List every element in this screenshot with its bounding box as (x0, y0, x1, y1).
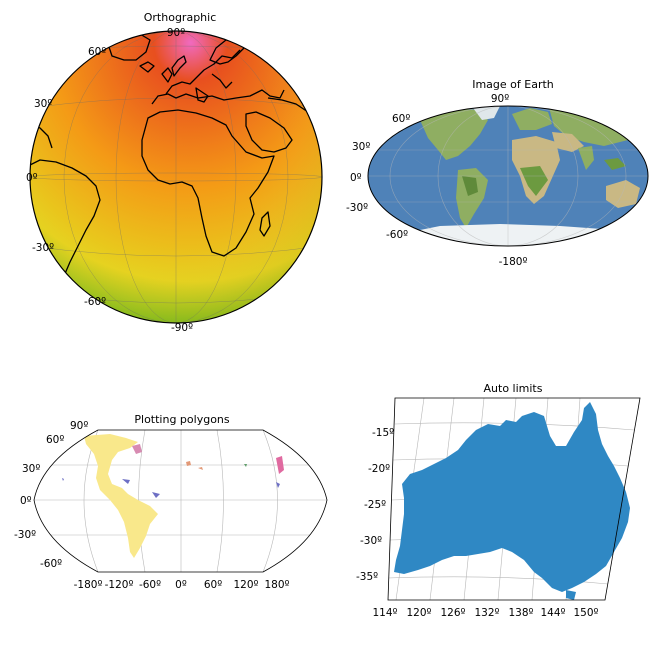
map-title-auto-limits: Auto limits (484, 382, 543, 395)
polygon-marker (132, 444, 142, 454)
polygon-marker (186, 461, 191, 466)
polygon-marker (62, 478, 64, 481)
auto-limits-outline (387, 397, 641, 601)
aus-lon-138: 138º (509, 607, 534, 619)
map-title-orthographic: Orthographic (144, 11, 217, 24)
polygon-marker (276, 482, 280, 488)
aus-lon-144: 144º (541, 607, 566, 619)
lat-label-90: 90º (167, 27, 185, 39)
map-title-polygons: Plotting polygons (134, 413, 230, 426)
map-title-earth: Image of Earth (472, 78, 554, 91)
lat-label-0: 0º (26, 172, 38, 184)
aus-lat-neg15: -15º (372, 427, 394, 439)
globe-outline (29, 30, 323, 324)
earth-lat-labels: 90º 60º 30º 0º -30º -60º -180º (346, 93, 527, 268)
poly-lat-60: 60º (46, 434, 64, 446)
poly-lat-0: 0º (20, 495, 32, 507)
earth-image-map: Image of Earth (346, 78, 649, 268)
lat-label-neg90: -90º (171, 322, 193, 334)
tasmania-polygon (566, 590, 576, 600)
robinson-outline (33, 429, 328, 573)
aus-lat-neg25: -25º (364, 499, 386, 511)
poly-lon-neg60: -60º (139, 579, 161, 591)
orthographic-lat-labels: 90º 60º 30º 0º -30º -60º -90º (26, 27, 193, 334)
poly-lon-0: 0º (175, 579, 187, 591)
lat-label-neg60: -60º (84, 296, 106, 308)
poly-lat-neg30: -30º (14, 529, 36, 541)
orthographic-map: Orthographic (26, 11, 323, 334)
poly-lon-neg120: -120º (105, 579, 134, 591)
polygon-marker (244, 464, 247, 467)
aus-lon-120: 120º (407, 607, 432, 619)
polygon-marker (152, 492, 160, 498)
lat-label-60: 60º (88, 46, 106, 58)
aus-lat-neg20: -20º (368, 463, 390, 475)
poly-lat-neg60: -60º (40, 558, 62, 570)
robinson-frame-fill (34, 430, 327, 572)
poly-lon-neg180: -180º (74, 579, 103, 591)
earth-lat-neg30: -30º (346, 202, 368, 214)
polygon-marker (276, 456, 284, 474)
poly-lon-120: 120º (234, 579, 259, 591)
polygon-marker (198, 467, 203, 470)
lat-label-30: 30º (34, 98, 52, 110)
australia-polygon (394, 402, 630, 592)
polygon-marker (122, 479, 130, 484)
polygons-lon-labels: -180º -120º -60º 0º 60º 120º 180º (74, 579, 290, 591)
earth-lat-30: 30º (352, 141, 370, 153)
earth-lat-neg60: -60º (386, 229, 408, 241)
polygons-map: Plotting polygons 90º (14, 413, 328, 591)
aus-lat-neg35: -35º (356, 571, 378, 583)
auto-limits-lat-labels: -15º -20º -25º -30º -35º (356, 427, 394, 583)
polygons-shapes (62, 434, 284, 558)
aus-lon-126: 126º (441, 607, 466, 619)
earth-graticule (368, 106, 648, 246)
poly-lat-30: 30º (22, 463, 40, 475)
polygons-lat-labels: 90º 60º 30º 0º -30º -60º (14, 420, 88, 570)
aus-lon-114: 114º (373, 607, 398, 619)
aus-lat-neg30: -30º (360, 535, 382, 547)
lat-label-neg30: -30º (32, 242, 54, 254)
auto-limits-map: Auto limits -15º -20º -25º -30º -35º 114… (356, 382, 641, 619)
auto-limits-lon-labels: 114º 120º 126º 132º 138º 144º 150º (373, 607, 599, 619)
earth-lat-0: 0º (350, 172, 362, 184)
poly-lon-60: 60º (204, 579, 222, 591)
earth-outline (367, 105, 649, 247)
aus-lon-132: 132º (475, 607, 500, 619)
polygon-americas (84, 434, 158, 558)
aus-lon-150: 150º (574, 607, 599, 619)
earth-lat-60: 60º (392, 113, 410, 125)
earth-lat-90: 90º (491, 93, 509, 105)
earth-lon-neg180: -180º (499, 256, 528, 268)
poly-lat-90: 90º (70, 420, 88, 432)
poly-lon-180: 180º (265, 579, 290, 591)
